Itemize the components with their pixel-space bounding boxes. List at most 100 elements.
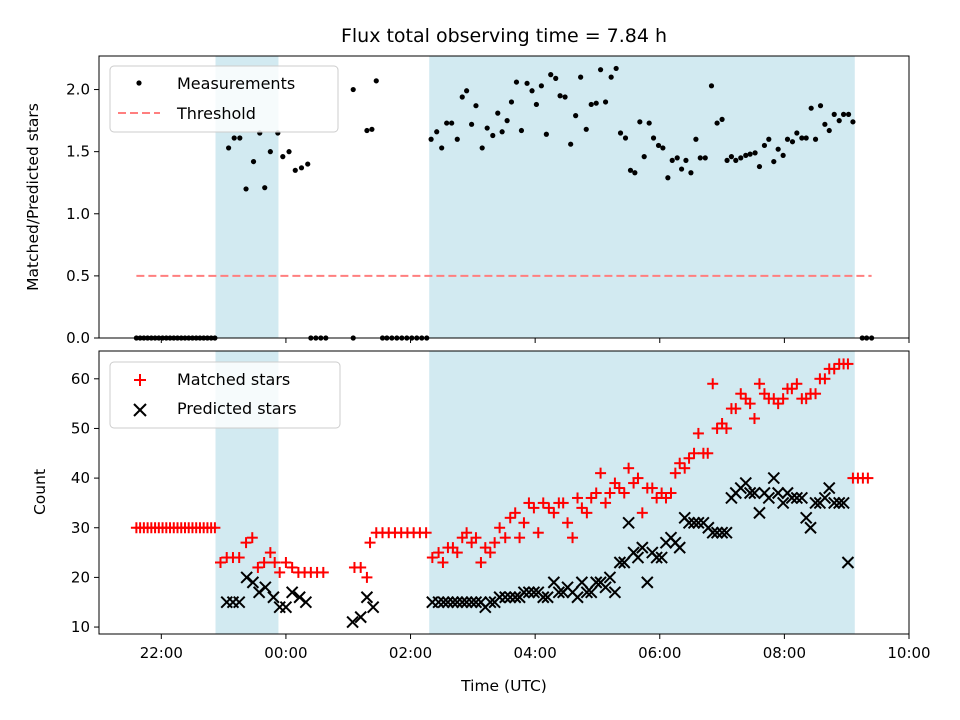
matched-star-point — [537, 497, 549, 509]
matched-star-point — [499, 532, 511, 544]
measurement-point — [775, 146, 781, 152]
predicted-star-point — [469, 596, 483, 609]
measurement-point — [369, 126, 375, 132]
predicted-star-point — [580, 586, 594, 599]
matched-star-point — [252, 561, 264, 573]
measurement-point — [593, 100, 599, 106]
measurement-point — [738, 155, 744, 161]
predicted-star-point — [267, 591, 280, 604]
predicted-star-point — [246, 576, 260, 589]
measurement-point — [479, 145, 485, 151]
predicted-star-point — [753, 506, 766, 520]
measurement-point — [678, 166, 685, 172]
predicted-star-stroke-b — [509, 591, 522, 604]
predicted-star-stroke-b — [636, 541, 649, 554]
y-tick-label: 0.5 — [66, 267, 90, 285]
matched-star-point — [581, 507, 593, 519]
predicted-star-stroke-b — [456, 596, 469, 609]
measurement-point — [674, 155, 680, 161]
predicted-star-point — [366, 600, 380, 614]
y-tick-label: 20 — [71, 568, 90, 586]
matched-star-point — [810, 388, 822, 400]
matched-star-point — [355, 561, 367, 573]
predicted-star-point — [465, 596, 478, 609]
measurement-point — [267, 149, 273, 155]
measurement-point — [826, 127, 832, 134]
predicted-star-point — [552, 586, 566, 599]
measurement-point — [444, 120, 450, 126]
measurement-point — [688, 170, 694, 176]
predicted-star-stroke-b — [346, 615, 359, 629]
matched-star-point — [688, 447, 700, 459]
measurement-point — [578, 74, 584, 80]
matched-star-point — [286, 561, 298, 573]
matched-star-point — [748, 413, 760, 425]
matched-star-point — [258, 557, 270, 569]
bottom-legend-box — [109, 361, 341, 429]
matched-star-point — [862, 472, 874, 484]
matched-star-point — [269, 557, 281, 569]
measurement-point — [529, 88, 535, 94]
predicted-star-point — [509, 591, 522, 604]
measurement-point — [350, 86, 356, 93]
measurement-point — [724, 157, 730, 163]
matched-star-point — [744, 398, 756, 410]
measurement-point — [771, 158, 777, 165]
predicted-star-point — [451, 596, 464, 609]
predicted-star-point — [771, 486, 785, 500]
measurement-point — [469, 121, 475, 127]
y-tick-label: 2.0 — [66, 81, 90, 99]
predicted-star-point — [613, 556, 627, 569]
predicted-star-point — [828, 496, 841, 510]
measurement-point — [683, 157, 689, 163]
predicted-star-point — [585, 586, 598, 599]
measurement-point — [708, 83, 715, 89]
predicted-star-stroke-b — [809, 496, 822, 510]
measurement-point — [637, 119, 643, 125]
predicted-star-stroke-b — [655, 551, 668, 564]
predicted-star-stroke-b — [293, 591, 306, 604]
predicted-star-point — [785, 491, 799, 505]
legend-predicted-marker — [133, 403, 147, 417]
predicted-star-stroke-b — [432, 596, 445, 609]
matched-star-point — [576, 502, 588, 514]
measurement-point — [548, 72, 554, 78]
predicted-star-stroke-b — [240, 571, 253, 584]
predicted-star-stroke-b — [608, 586, 622, 599]
predicted-star-stroke-b — [804, 521, 817, 534]
measurement-point — [817, 103, 824, 109]
predicted-star-stroke-b — [790, 491, 804, 505]
measurement-point — [602, 99, 609, 105]
predicted-star-point — [456, 596, 469, 609]
predicted-star-point — [636, 541, 649, 554]
predicted-star-point — [706, 526, 719, 539]
matched-star-point — [753, 378, 765, 390]
matched-star-point — [669, 467, 681, 479]
x-tick-label: 00:00 — [264, 644, 307, 662]
predicted-star-stroke-b — [795, 491, 809, 505]
legend-matched-label: Matched stars — [177, 370, 290, 389]
matched-star-point — [562, 517, 574, 529]
top-y-axis-label: Matched/Predicted stars — [24, 103, 42, 291]
predicted-star-point — [841, 556, 855, 569]
predicted-star-stroke-b — [618, 556, 631, 569]
predicted-star-point — [641, 576, 654, 589]
matched-star-point — [528, 502, 540, 514]
predicted-star-stroke-b — [580, 586, 594, 599]
matched-star-point — [679, 462, 691, 474]
predicted-star-stroke-b — [541, 591, 554, 604]
measurement-point — [543, 131, 549, 137]
predicted-star-stroke-b — [285, 586, 299, 599]
predicted-star-stroke-b — [552, 586, 566, 599]
measurement-point — [627, 167, 634, 173]
measurement-point — [557, 93, 563, 99]
predicted-star-stroke-b — [232, 596, 246, 609]
measurement-point — [373, 78, 379, 84]
matched-star-point — [572, 492, 584, 504]
matched-star-point — [711, 422, 723, 434]
predicted-star-stroke-b — [354, 610, 367, 624]
measurement-point — [845, 111, 852, 117]
predicted-star-stroke-b — [613, 556, 627, 569]
predicted-star-point — [804, 521, 817, 534]
predicted-star-stroke-b — [465, 596, 478, 609]
